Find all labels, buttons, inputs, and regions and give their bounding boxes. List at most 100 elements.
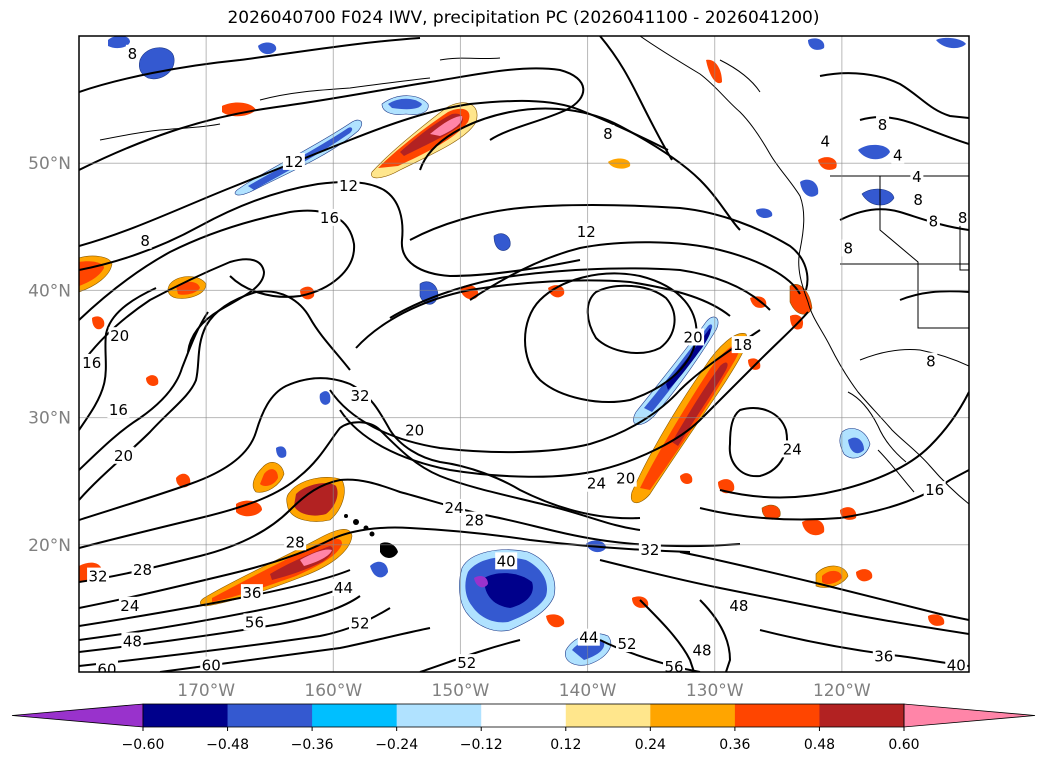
colorbar-bin [650, 704, 736, 727]
contour-label: 20 [405, 421, 424, 439]
contour-label: 4 [821, 133, 831, 151]
contour-label-bg [112, 446, 135, 464]
colorbar: −0.60 −0.48 −0.36 −0.24 −0.12 0.12 0.24 0.36 0.4… [11, 703, 1036, 753]
hawaiian-islands [344, 514, 398, 558]
colorbar-tick-label: 0.60 [888, 737, 919, 753]
contour-label: 16 [109, 401, 128, 419]
contour-label: 12 [577, 223, 596, 241]
colorbar-tick-label: −0.24 [375, 737, 418, 753]
lat-label: 20°N [28, 536, 71, 556]
contour-label: 24 [783, 440, 802, 458]
contour-label: 20 [684, 328, 703, 346]
contour-label-bg [243, 613, 266, 631]
contour-label-bg [95, 660, 118, 672]
contour-label: 36 [874, 648, 893, 666]
contour-label: 16 [925, 481, 944, 499]
contour-label: 8 [958, 209, 968, 227]
contour-label-bg [403, 421, 426, 439]
contour-label-bg [731, 336, 754, 354]
contour-label-bg [200, 656, 223, 672]
contour-label: 52 [617, 635, 636, 653]
contour-label-bg [872, 647, 895, 665]
contour-label: 20 [110, 327, 129, 345]
contour-label: 20 [114, 447, 133, 465]
contour-label: 28 [133, 561, 152, 579]
contour-label-bg [455, 654, 478, 672]
contour-label: 56 [245, 613, 264, 631]
contour-label-bg [876, 116, 890, 134]
contour-label: 8 [603, 125, 613, 143]
contour-label: 32 [89, 568, 108, 586]
contour-label: 8 [929, 213, 939, 231]
colorbar-bin [312, 704, 398, 727]
contour-label-bg [348, 614, 371, 632]
contour-label: 18 [733, 336, 752, 354]
contour-label-bg [924, 352, 938, 370]
contour-label: 12 [339, 177, 358, 195]
lon-label: 120°W [813, 681, 871, 701]
contour-label: 28 [465, 512, 484, 530]
contour-label-bg [691, 641, 713, 659]
figure-title: 2026040700 F024 IWV, precipitation PC (2… [227, 8, 820, 28]
contour-label-bg [284, 533, 307, 551]
contour-label-bg [945, 656, 968, 672]
colorbar-tick-label: −0.36 [291, 737, 334, 753]
colorbar-extend-min [11, 703, 144, 728]
contour-label-bg [80, 353, 103, 371]
contour-label-bg [926, 212, 940, 230]
contour-label-bg [443, 498, 466, 516]
contour-label: 56 [664, 658, 683, 676]
contour-label-bg [781, 440, 804, 458]
coastlines [99, 36, 969, 505]
contour-label-bg [585, 474, 608, 492]
colorbar-bin [396, 704, 482, 727]
contour-label-bg [463, 511, 486, 529]
colorbar-frame [142, 703, 905, 728]
contour-label-bg [682, 328, 705, 346]
contour-label-bg [614, 469, 637, 487]
contour-label-bg [318, 208, 341, 226]
contour-label-bg [615, 635, 638, 653]
colorbar-extend-max [903, 703, 1036, 728]
colorbar-bin [734, 704, 820, 727]
contour-label: 36 [242, 584, 261, 602]
colorbar-tick-label: 0.24 [635, 737, 666, 753]
lon-label: 150°W [432, 681, 490, 701]
contour-label-bg [727, 596, 750, 614]
contour-label: 8 [926, 353, 936, 371]
contour-label-bg [956, 208, 969, 226]
contour-label: 8 [878, 116, 888, 134]
contour-label-bg [348, 386, 371, 404]
colorbar-tick-label: 0.36 [719, 737, 750, 753]
contour-label-bg [125, 44, 139, 62]
contour-label-bg [240, 584, 263, 602]
contour-label: 60 [97, 660, 116, 678]
lat-label: 50°N [28, 154, 71, 174]
lon-label: 140°W [559, 681, 617, 701]
contour-label: 24 [120, 597, 139, 615]
contour-label-bg [118, 596, 141, 614]
contour-label-bg [107, 400, 130, 418]
colorbar-bin [819, 704, 905, 727]
contour-label: 4 [912, 168, 922, 186]
contour-label: 48 [123, 632, 142, 650]
contour-label-bg [910, 168, 924, 186]
contour-label-bg [332, 579, 355, 597]
contour-labels: 8812121612820161620322020242428282832324… [80, 44, 969, 678]
contour-label: 12 [284, 153, 303, 171]
contour-label: 8 [913, 191, 923, 209]
lat-label: 40°N [28, 281, 71, 301]
colorbar-tick-label: −0.60 [122, 737, 165, 753]
contour-label: 8 [140, 232, 150, 250]
contour-label-bg [282, 152, 305, 170]
axis-labels: 50°N 40°N 30°N 20°N 170°W 160°W 150°W 140°W 130°… [28, 154, 871, 701]
contour-label: 44 [334, 579, 353, 597]
colorbar-bin [143, 704, 229, 727]
contour-label-bg [638, 540, 661, 558]
lon-label: 130°W [686, 681, 744, 701]
contour-label-bg [87, 567, 110, 585]
graticule [79, 36, 969, 672]
map-frame [78, 35, 970, 673]
contour-label: 40 [947, 657, 966, 675]
contour-label: 20 [616, 470, 635, 488]
